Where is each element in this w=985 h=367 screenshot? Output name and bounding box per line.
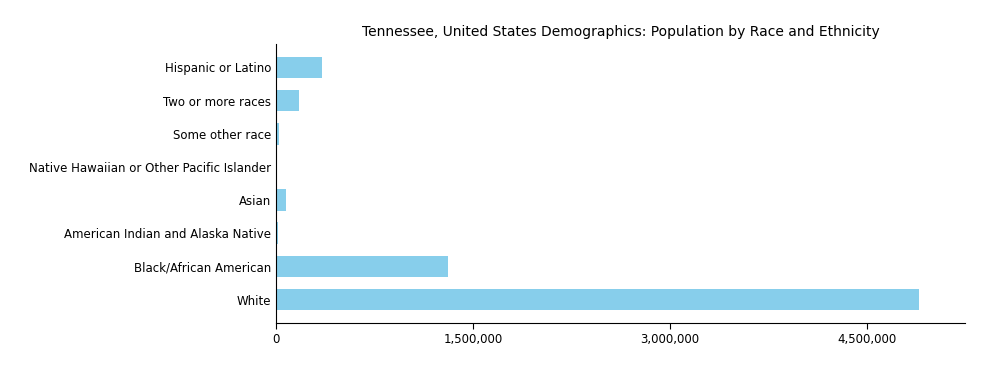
Bar [276,289,919,310]
Bar [276,189,286,211]
Bar [276,123,280,145]
Bar [276,255,448,277]
Title: Tennessee, United States Demographics: Population by Race and Ethnicity: Tennessee, United States Demographics: P… [361,25,880,39]
Bar [276,90,298,112]
Bar [276,57,322,78]
Bar [276,222,278,244]
